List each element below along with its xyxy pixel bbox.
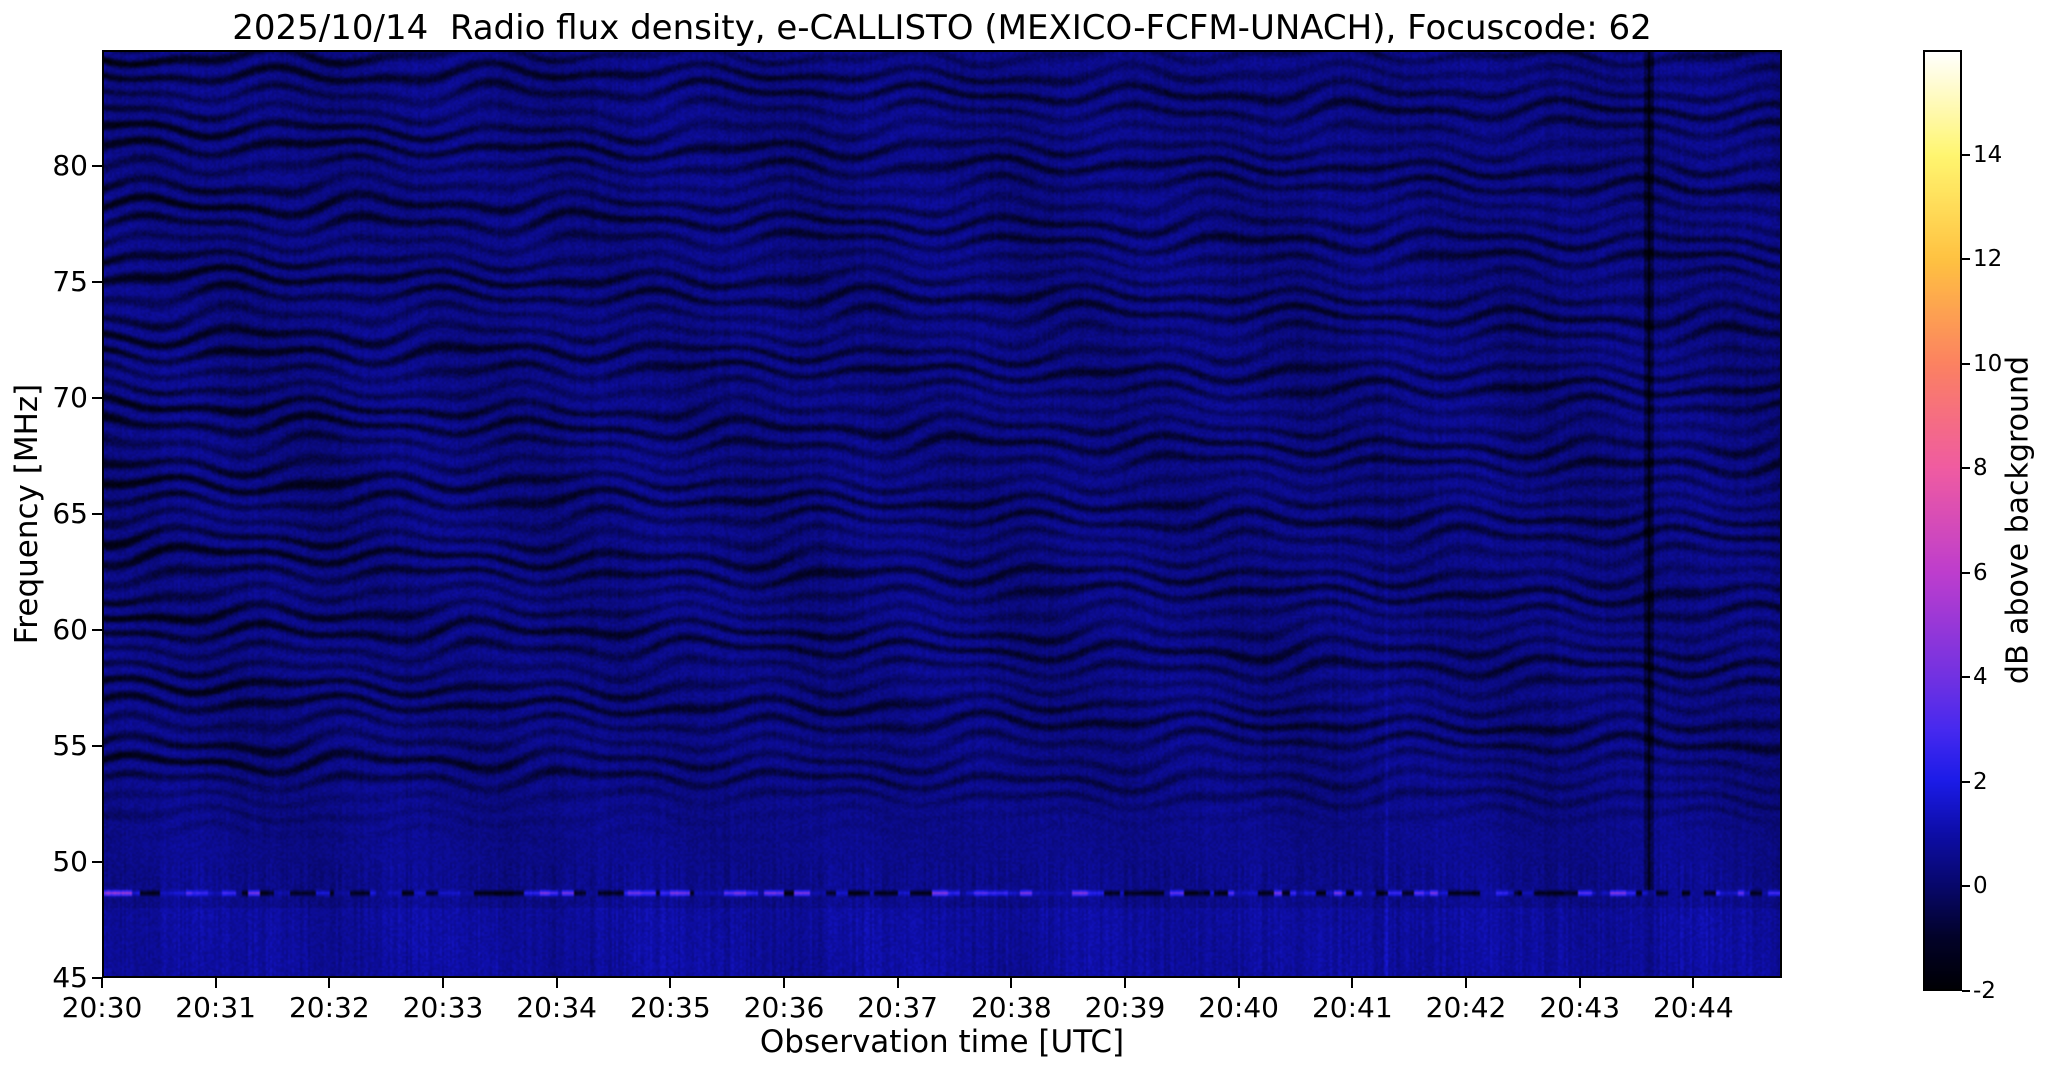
y-tick-label: 75 [52, 265, 88, 298]
x-tick-label: 20:31 [175, 991, 256, 1024]
colorbar-tick-mark [1962, 571, 1970, 574]
x-tick-label: 20:33 [402, 991, 484, 1024]
spectrogram-canvas [102, 50, 1782, 978]
y-tick-label: 65 [52, 497, 88, 530]
y-tick-label: 80 [52, 149, 88, 182]
y-tick-mark [92, 513, 102, 515]
colorbar-tick-mark [1962, 780, 1970, 783]
colorbar-tick-mark [1962, 885, 1970, 888]
y-axis-label: Frequency [MHz] [9, 383, 45, 645]
x-tick-mark [328, 978, 331, 988]
x-tick-mark [555, 978, 558, 988]
colorbar-tick-mark [1962, 153, 1970, 156]
x-tick-label: 20:41 [1311, 991, 1393, 1024]
colorbar-tick-label: -2 [1973, 978, 1996, 1004]
y-tick-label: 60 [52, 613, 88, 646]
x-tick-mark [1010, 978, 1013, 988]
colorbar-tick-label: 0 [1973, 873, 1988, 900]
chart-title: 2025/10/14 Radio flux density, e-CALLIST… [232, 8, 1652, 48]
colorbar-tick-mark [1962, 362, 1970, 365]
x-tick-mark [1465, 978, 1467, 988]
x-tick-label: 20:39 [1084, 991, 1166, 1024]
x-tick-mark [1237, 978, 1240, 988]
x-tick-mark [101, 978, 103, 988]
colorbar-tick-mark [1962, 258, 1970, 261]
y-tick-label: 50 [52, 845, 88, 878]
x-tick-mark [1692, 978, 1695, 988]
colorbar-tick-label: 12 [1973, 246, 2003, 273]
y-tick-label: 70 [52, 381, 88, 414]
x-tick-label: 20:36 [743, 991, 825, 1024]
x-axis-label: Observation time [UTC] [759, 1024, 1125, 1060]
colorbar-label: dB above background [2000, 355, 2036, 685]
x-tick-label: 20:38 [970, 991, 1052, 1024]
x-tick-label: 20:42 [1425, 991, 1507, 1024]
y-tick-mark [92, 745, 102, 747]
colorbar-tick-label: 10 [1973, 350, 2003, 377]
y-tick-label: 45 [52, 961, 88, 994]
x-tick-mark [214, 978, 217, 988]
colorbar-tick-mark [1962, 676, 1970, 679]
x-tick-label: 20:35 [629, 991, 711, 1024]
y-tick-mark [92, 281, 102, 283]
colorbar-tick-label: 4 [1973, 664, 1988, 691]
y-tick-label: 55 [52, 729, 88, 762]
x-tick-label: 20:40 [1198, 991, 1279, 1024]
y-tick-mark [92, 977, 102, 979]
x-tick-mark [783, 978, 785, 988]
x-tick-mark [442, 978, 444, 988]
x-tick-label: 20:34 [516, 991, 597, 1024]
x-tick-label: 20:30 [61, 991, 143, 1024]
x-tick-label: 20:32 [288, 991, 370, 1024]
colorbar-tick-mark [1962, 990, 1970, 992]
colorbar-tick-label: 8 [1973, 455, 1988, 482]
x-tick-mark [1124, 978, 1126, 988]
x-tick-mark [1351, 978, 1354, 988]
x-tick-label: 20:43 [1539, 991, 1621, 1024]
x-tick-mark [669, 978, 672, 988]
y-tick-mark [92, 165, 102, 167]
colorbar-tick-label: 2 [1973, 768, 1988, 795]
y-tick-mark [92, 397, 102, 399]
colorbar [1923, 50, 1962, 991]
colorbar-tick-mark [1962, 467, 1970, 470]
y-tick-mark [92, 861, 102, 863]
x-tick-label: 20:44 [1652, 991, 1734, 1024]
x-tick-mark [1578, 978, 1581, 988]
colorbar-tick-label: 14 [1973, 141, 2003, 168]
y-tick-mark [92, 629, 102, 631]
x-tick-label: 20:37 [857, 991, 938, 1024]
colorbar-tick-label: 6 [1973, 559, 1988, 586]
x-tick-mark [896, 978, 899, 988]
